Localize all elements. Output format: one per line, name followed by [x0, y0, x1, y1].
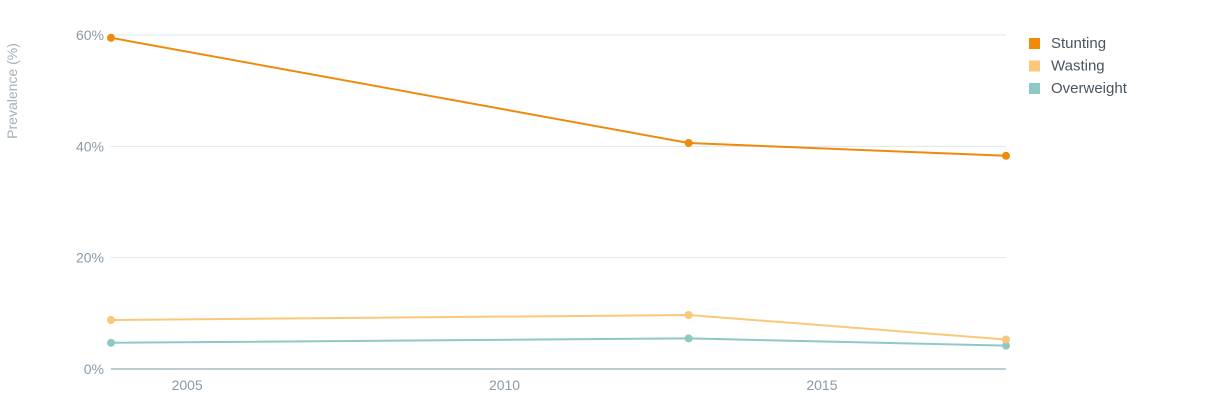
- legend-item-stunting[interactable]: Stunting: [1029, 35, 1106, 52]
- series-overweight: [107, 334, 1010, 350]
- legend-item-wasting[interactable]: Wasting: [1029, 58, 1105, 75]
- legend-swatch: [1029, 60, 1040, 72]
- series-line-wasting: [110, 314, 1007, 341]
- x-tick-label: 2010: [489, 377, 520, 393]
- y-tick-label: 20%: [76, 250, 104, 266]
- data-point-overweight[interactable]: [684, 334, 693, 343]
- y-tick-label: 40%: [76, 138, 104, 154]
- data-point-overweight[interactable]: [107, 338, 115, 347]
- data-point-stunting[interactable]: [107, 33, 115, 42]
- data-point-wasting[interactable]: [107, 316, 115, 325]
- legend-label: Wasting: [1051, 58, 1105, 75]
- series-stunting: [107, 33, 1010, 160]
- y-tick-label: 0%: [84, 361, 104, 377]
- x-tick-label: 2015: [806, 377, 837, 393]
- y-axis-ticks: 0% 20% 40% 60%: [76, 27, 104, 377]
- legend-label: Stunting: [1051, 35, 1106, 52]
- x-tick-label: 2005: [172, 377, 203, 393]
- legend-swatch: [1029, 83, 1040, 94]
- gridlines: [111, 34, 1006, 370]
- legend-swatch: [1029, 38, 1040, 49]
- series-line-overweight: [110, 337, 1007, 347]
- data-point-stunting[interactable]: [684, 138, 693, 147]
- series-wasting: [107, 311, 1010, 344]
- data-point-wasting[interactable]: [684, 311, 693, 320]
- series: [107, 33, 1010, 350]
- series-line-stunting: [110, 36, 1007, 157]
- data-point-overweight[interactable]: [1002, 341, 1010, 350]
- y-tick-label: 60%: [76, 27, 104, 43]
- x-axis-ticks: 2005 2010 2015: [172, 377, 838, 393]
- y-axis-title: Prevalence (%): [4, 43, 20, 139]
- data-point-stunting[interactable]: [1002, 151, 1010, 160]
- data-point-wasting[interactable]: [1002, 335, 1010, 344]
- legend-item-overweight[interactable]: Overweight: [1029, 80, 1128, 97]
- legend: Stunting Wasting Overweight: [1029, 35, 1128, 97]
- legend-label: Overweight: [1051, 80, 1128, 97]
